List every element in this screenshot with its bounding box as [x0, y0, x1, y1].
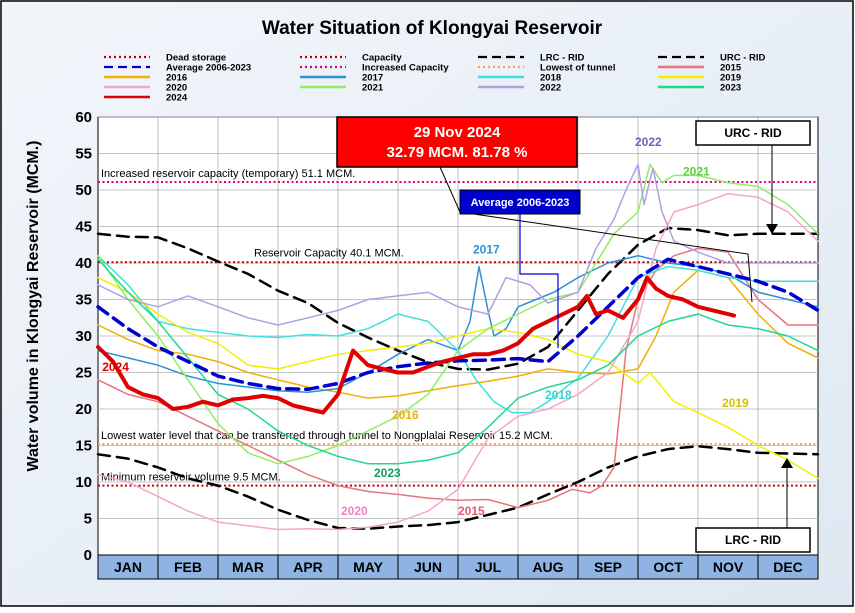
y-axis-label: Water volume in Klongyai Reservoir (MCM.…: [25, 140, 42, 471]
ref-label-dead-storage: Minimum reservoir volume 9.5 MCM.: [101, 472, 281, 484]
y-tick-label: 5: [84, 511, 92, 528]
legend-label-2024: 2024: [166, 93, 188, 104]
reference-lines: Minimum reservoir volume 9.5 MCM. Reservo…: [98, 168, 818, 487]
x-tick-label-mar: MAR: [232, 559, 264, 575]
y-tick-label: 60: [75, 109, 92, 126]
legend-label-2021: 2021: [362, 83, 384, 94]
average-label: Average 2006-2023: [471, 197, 570, 209]
series-line-lrc-rid: [96, 444, 820, 530]
y-ticks: 0 5 10 15 20 25 30 35 40 45 50 55 60: [75, 109, 92, 564]
y-tick-label: 35: [75, 292, 92, 309]
series-line-2022: [97, 163, 819, 326]
lrc-label-box: [695, 527, 811, 553]
series-line-urc-rid: [96, 226, 820, 371]
annotation-2021: 2021: [683, 164, 710, 178]
latest-volume: 32.79 MCM. 81.78 %: [387, 144, 528, 161]
y-tick-label: 15: [75, 438, 92, 455]
average-pointer-line: [519, 214, 559, 348]
series-line-2016: [97, 269, 819, 399]
legend-label-2020: 2020: [166, 83, 187, 94]
y-tick-label: 0: [84, 547, 92, 564]
x-tick-label-oct: OCT: [653, 559, 683, 575]
x-axis-band: JAN FEB MAR APR MAY JUN JUL AUG SEP OCT NOV DEC: [97, 554, 819, 580]
x-tick-label-nov: NOV: [713, 559, 744, 575]
x-tick-label-jun: JUN: [414, 559, 442, 575]
legend-label-2022: 2022: [540, 83, 561, 94]
series-line-2024: [96, 275, 736, 415]
year-annotations: 2024 2016 2017 2018 2019 2020 2015 2021 2022 2023: [102, 135, 749, 518]
y-tick-label: 45: [75, 219, 92, 236]
annotation-2023: 2023: [374, 466, 401, 480]
x-tick-label-dec: DEC: [773, 559, 803, 575]
ref-label-capacity: Reservoir Capacity 40.1 MCM.: [254, 247, 404, 259]
series-line-2023: [97, 258, 819, 465]
x-tick-label-may: MAY: [353, 559, 383, 575]
lrc-label: LRC - RID: [725, 533, 781, 547]
x-tick-label-jan: JAN: [114, 559, 142, 575]
x-tick-label-sep: SEP: [594, 559, 622, 575]
legend-label-capacity: Capacity: [362, 53, 402, 64]
x-tick-label-apr: APR: [293, 559, 323, 575]
series-line-2015: [97, 247, 819, 509]
annotation-2015: 2015: [458, 504, 485, 518]
legend-label-2023: 2023: [720, 83, 741, 94]
y-tick-label: 40: [75, 255, 92, 272]
legend: Dead storage Capacity LRC - RID URC - RID Av…: [104, 53, 766, 104]
annotation-2020: 2020: [341, 504, 368, 518]
legend-label-2015: 2015: [720, 63, 742, 74]
annotation-2019: 2019: [722, 396, 749, 410]
y-tick-label: 25: [75, 365, 92, 382]
latest-value-box: [336, 116, 578, 168]
annotation-2016: 2016: [392, 408, 419, 422]
series-line-2018: [97, 254, 819, 414]
x-tick-label-jul: JUL: [475, 559, 502, 575]
latest-date: 29 Nov 2024: [414, 124, 501, 141]
series-line-2017: [97, 254, 819, 393]
annotation-2022: 2022: [635, 135, 662, 149]
legend-label-2016: 2016: [166, 73, 187, 84]
lrc-arrowhead: [781, 458, 793, 468]
latest-pointer-line: [439, 166, 753, 303]
series-lines: [96, 163, 820, 531]
urc-label-box: [695, 120, 811, 146]
y-tick-label: 50: [75, 182, 92, 199]
chart-title: Water Situation of Klongyai Reservoir: [262, 18, 603, 39]
annotation-2024: 2024: [102, 360, 129, 374]
ref-label-lowest-of-tunnel: Lowest water level that can be transferr…: [101, 430, 553, 442]
legend-label-average-2006-2023: Average 2006-2023: [166, 63, 251, 74]
legend-label-urc-rid: URC - RID: [720, 53, 766, 64]
x-tick-label-aug: AUG: [532, 559, 563, 575]
x-tick-label-feb: FEB: [174, 559, 202, 575]
legend-label-dead-storage: Dead storage: [166, 53, 226, 64]
legend-label-lrc-rid: LRC - RID: [540, 53, 584, 64]
y-tick-label: 30: [75, 328, 92, 345]
annotation-2018: 2018: [545, 388, 572, 402]
urc-label: URC - RID: [724, 126, 782, 140]
legend-label-2018: 2018: [540, 73, 561, 84]
callouts: 29 Nov 2024 32.79 MCM. 81.78 % Average 200…: [336, 116, 811, 553]
urc-arrowhead: [766, 224, 778, 234]
legend-label-2019: 2019: [720, 73, 741, 84]
series-line-2021: [97, 163, 819, 465]
legend-label-increased-capacity: Increased Capacity: [362, 63, 449, 74]
legend-label-2017: 2017: [362, 73, 383, 84]
series-line-2020: [97, 192, 819, 531]
y-tick-label: 55: [75, 146, 92, 163]
annotation-2017: 2017: [473, 243, 500, 257]
y-tick-label: 20: [75, 401, 92, 418]
ref-label-increased-capacity: Increased reservoir capacity (temporary)…: [101, 168, 355, 180]
y-tick-label: 10: [75, 474, 92, 491]
series-line-average-2006-2023: [96, 257, 820, 392]
legend-label-lowest-of-tunnel: Lowest of tunnel: [540, 63, 615, 74]
